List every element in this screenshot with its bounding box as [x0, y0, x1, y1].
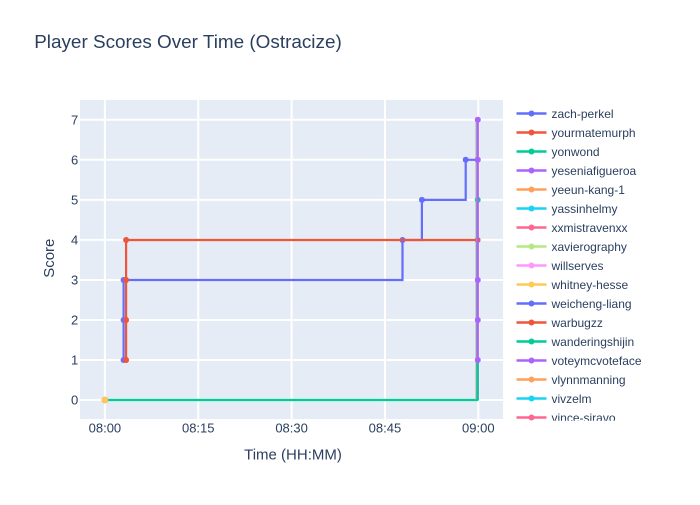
svg-text:Player Scores Over Time (Ostra: Player Scores Over Time (Ostracize): [34, 32, 342, 53]
svg-text:Score: Score: [41, 239, 58, 278]
svg-text:3: 3: [71, 273, 78, 288]
svg-text:4: 4: [71, 233, 78, 248]
svg-text:08:00: 08:00: [89, 421, 122, 436]
svg-text:vlynnmanning: vlynnmanning: [552, 373, 626, 387]
svg-text:7: 7: [71, 112, 78, 127]
svg-text:xxmistravenxx: xxmistravenxx: [552, 221, 628, 235]
svg-text:xavierography: xavierography: [552, 240, 627, 254]
svg-text:weicheng-liang: weicheng-liang: [551, 297, 632, 311]
svg-text:vince-siravo: vince-siravo: [552, 411, 616, 425]
svg-text:yonwond: yonwond: [552, 145, 600, 159]
svg-text:6: 6: [71, 152, 78, 167]
svg-text:0: 0: [71, 393, 78, 408]
svg-text:zach-perkel: zach-perkel: [552, 107, 614, 121]
svg-text:1: 1: [71, 353, 78, 368]
svg-text:voteymcvoteface: voteymcvoteface: [552, 354, 642, 368]
svg-text:yassinhelmy: yassinhelmy: [552, 202, 618, 216]
svg-text:5: 5: [71, 193, 78, 208]
svg-text:yourmatemurph: yourmatemurph: [552, 126, 636, 140]
svg-text:yeseniafigueroa: yeseniafigueroa: [552, 164, 637, 178]
svg-text:vivzelm: vivzelm: [552, 392, 592, 406]
svg-text:Time (HH:MM): Time (HH:MM): [244, 447, 342, 464]
svg-text:warbugzz: warbugzz: [551, 316, 603, 330]
svg-text:08:45: 08:45: [369, 421, 402, 436]
svg-text:wanderingshijin: wanderingshijin: [551, 335, 635, 349]
svg-text:willserves: willserves: [551, 259, 604, 273]
svg-text:08:15: 08:15: [182, 421, 215, 436]
svg-text:whitney-hesse: whitney-hesse: [551, 278, 629, 292]
svg-text:2: 2: [71, 313, 78, 328]
svg-text:09:00: 09:00: [462, 421, 495, 436]
svg-text:yeeun-kang-1: yeeun-kang-1: [552, 183, 626, 197]
svg-text:08:30: 08:30: [275, 421, 308, 436]
